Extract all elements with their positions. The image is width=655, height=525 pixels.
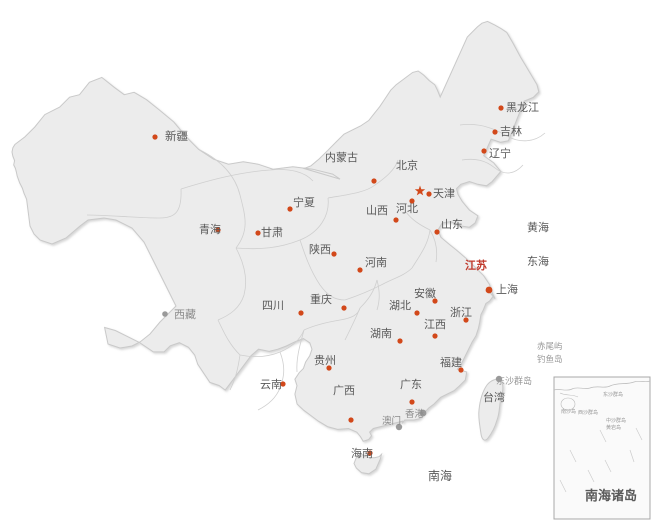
svg-text:海南: 海南 [351,446,373,460]
svg-text:安徽: 安徽 [414,286,436,300]
svg-text:中沙群岛: 中沙群岛 [606,417,626,424]
svg-text:上海: 上海 [496,282,518,296]
svg-text:西沙群岛: 西沙群岛 [578,409,598,416]
svg-text:河北: 河北 [396,202,418,215]
svg-text:黄岩岛: 黄岩岛 [606,424,621,431]
svg-text:南沙岛: 南沙岛 [561,408,576,415]
svg-text:黑龙江: 黑龙江 [506,101,539,114]
svg-text:四川: 四川 [262,300,284,312]
svg-text:宁夏: 宁夏 [293,195,315,209]
svg-text:山西: 山西 [366,204,388,217]
svg-text:山东: 山东 [441,218,463,231]
svg-text:陕西: 陕西 [309,242,331,256]
svg-text:内蒙古: 内蒙古 [325,150,358,164]
svg-text:香港: 香港 [405,408,425,420]
svg-text:北京: 北京 [396,158,418,172]
svg-text:广东: 广东 [400,378,422,391]
svg-text:贵州: 贵州 [314,354,336,367]
svg-text:新疆: 新疆 [165,129,188,143]
svg-text:湖北: 湖北 [389,299,411,312]
svg-text:江苏: 江苏 [465,258,487,272]
svg-text:河南: 河南 [365,256,387,269]
svg-text:浙江: 浙江 [450,306,472,319]
svg-text:天津: 天津 [433,187,455,200]
svg-text:南海诸岛: 南海诸岛 [585,488,637,503]
svg-text:台湾: 台湾 [483,390,505,404]
svg-text:江西: 江西 [424,318,446,331]
svg-text:南海: 南海 [428,468,452,483]
svg-text:广西: 广西 [333,384,355,397]
svg-text:西藏: 西藏 [174,308,196,321]
svg-text:黄海: 黄海 [527,220,549,234]
svg-text:甘肃: 甘肃 [261,226,283,239]
svg-text:东沙群岛: 东沙群岛 [496,375,532,386]
svg-text:吉林: 吉林 [500,124,522,138]
svg-text:湖南: 湖南 [370,327,392,340]
svg-text:重庆: 重庆 [310,292,332,306]
svg-text:云南: 云南 [260,378,282,391]
svg-text:青海: 青海 [199,222,221,236]
svg-text:福建: 福建 [440,355,462,369]
svg-text:钓鱼岛: 钓鱼岛 [537,354,563,364]
svg-text:赤尾屿: 赤尾屿 [537,341,563,351]
svg-text:东海: 东海 [527,254,549,268]
svg-text:辽宁: 辽宁 [489,146,511,160]
svg-text:东沙群岛: 东沙群岛 [603,391,623,398]
svg-text:澳门: 澳门 [382,415,401,427]
